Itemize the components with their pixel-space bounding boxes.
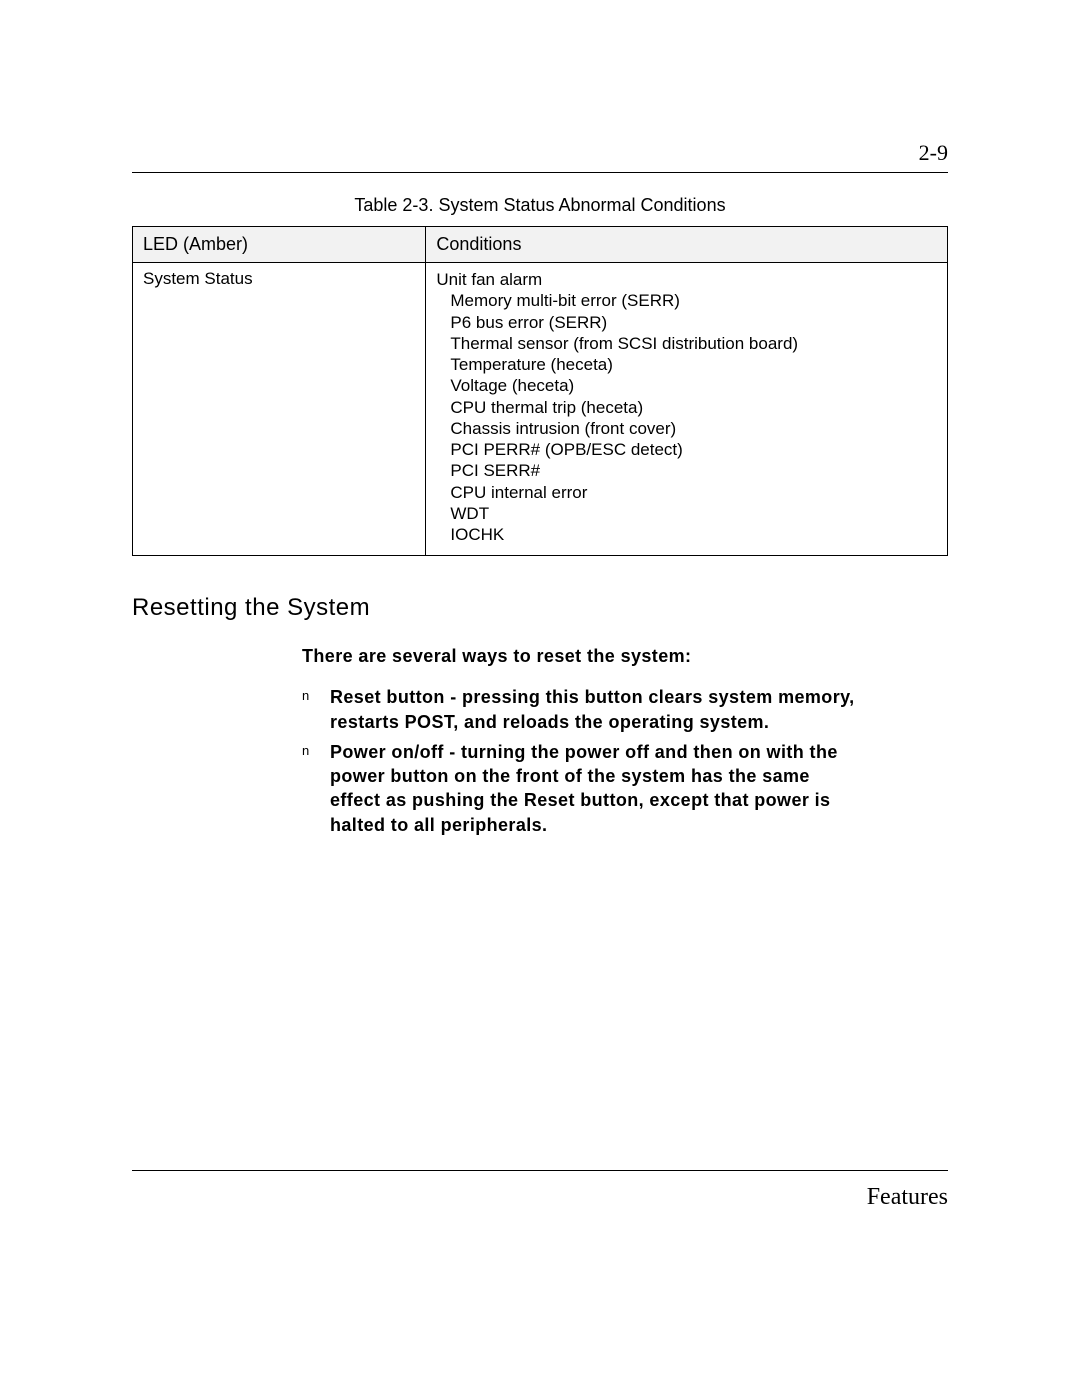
list-item: n Power on/off - turning the power off a… [302,740,862,837]
table-row: System Status Unit fan alarm Memory mult… [133,263,948,556]
cell-conditions: Unit fan alarm Memory multi-bit error (S… [426,263,948,556]
page-content: 2-9 Table 2-3. System Status Abnormal Co… [132,140,948,843]
body-block: There are several ways to reset the syst… [302,646,862,837]
bullet-text: Power on/off - turning the power off and… [330,742,838,835]
condition-item: Memory multi-bit error (SERR) [436,290,947,311]
bullet-marker: n [302,742,310,760]
intro-text: There are several ways to reset the syst… [302,646,862,667]
condition-item: Voltage (heceta) [436,375,947,396]
section-heading: Resetting the System [132,594,948,622]
bullet-text: Reset button - pressing this button clea… [330,687,855,731]
condition-item: CPU thermal trip (heceta) [436,397,947,418]
condition-item: PCI SERR# [436,460,947,481]
bullet-list: n Reset button - pressing this button cl… [302,685,862,837]
table-header-row: LED (Amber) Conditions [133,227,948,263]
condition-item: P6 bus error (SERR) [436,312,947,333]
table-caption: Table 2-3. System Status Abnormal Condit… [132,195,948,216]
condition-item: Temperature (heceta) [436,354,947,375]
footer-rule [132,1170,948,1171]
status-table: LED (Amber) Conditions System Status Uni… [132,226,948,556]
condition-item: IOCHK [436,524,947,545]
condition-item: PCI PERR# (OPB/ESC detect) [436,439,947,460]
col-conditions: Conditions [426,227,948,263]
header-rule [132,172,948,173]
condition-item: Thermal sensor (from SCSI distribution b… [436,333,947,354]
condition-item: CPU internal error [436,482,947,503]
footer-label: Features [132,1184,948,1211]
bullet-marker: n [302,687,310,705]
condition-item: Unit fan alarm [436,270,542,289]
cell-led: System Status [133,263,426,556]
condition-item: WDT [436,503,947,524]
condition-item: Chassis intrusion (front cover) [436,418,947,439]
page-number: 2-9 [132,140,948,166]
col-led: LED (Amber) [133,227,426,263]
list-item: n Reset button - pressing this button cl… [302,685,862,734]
